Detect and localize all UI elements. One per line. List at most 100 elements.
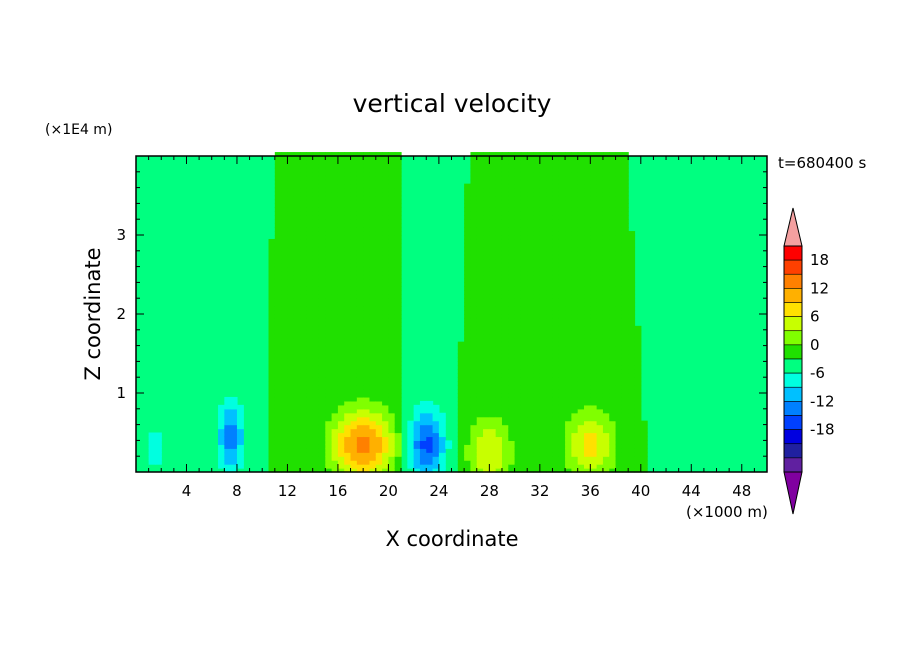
field-cell [363, 199, 371, 204]
field-cell [470, 321, 478, 327]
field-cell [325, 321, 333, 327]
field-cell [514, 238, 522, 244]
field-cell [375, 298, 383, 303]
field-cell [337, 408, 345, 414]
field-cell [281, 175, 289, 181]
field-cell [375, 286, 383, 291]
field-cell [281, 329, 289, 335]
field-cell [483, 238, 490, 244]
field-cell [571, 254, 579, 260]
field-cell [640, 460, 648, 465]
field-cell [337, 381, 345, 386]
field-cell [224, 428, 232, 434]
field-cell [457, 365, 465, 370]
field-cell [312, 159, 320, 165]
field-cell [602, 231, 610, 236]
field-cell [483, 175, 490, 181]
field-cell [325, 227, 333, 232]
field-cell [388, 235, 396, 240]
field-cell [558, 183, 566, 189]
field-cell [274, 349, 282, 355]
colorbar-frame [783, 245, 803, 473]
field-cell [577, 270, 585, 276]
field-cell [590, 404, 598, 410]
field-cell [300, 227, 307, 232]
field-cell [350, 183, 358, 189]
field-cell [565, 460, 572, 465]
field-cell [369, 290, 377, 295]
field-cell [584, 416, 591, 422]
field-cell [470, 385, 478, 390]
field-cell [558, 389, 566, 394]
field-cell [331, 345, 339, 351]
field-cell [413, 460, 421, 465]
field-cell [337, 468, 345, 473]
field-cell [300, 345, 307, 351]
field-cell [432, 464, 440, 469]
colorbar-over-triangle [783, 207, 803, 247]
field-cell [457, 468, 465, 473]
field-cell [621, 389, 629, 394]
field-cell [634, 400, 642, 406]
field-cell [438, 416, 446, 422]
field-cell [331, 156, 339, 161]
field-cell [558, 341, 566, 347]
field-cell [382, 238, 389, 244]
field-cell [571, 262, 579, 268]
field-cell [306, 393, 314, 398]
field-cell [590, 369, 598, 374]
field-cell [337, 337, 345, 343]
field-cell [520, 238, 528, 244]
field-cell [318, 436, 326, 441]
field-cell [382, 215, 389, 220]
field-cell [363, 396, 371, 402]
field-cell [312, 369, 320, 374]
field-cell [344, 460, 352, 465]
field-cell [596, 404, 604, 410]
field-cell [350, 393, 358, 398]
field-cell [628, 314, 636, 319]
field-cell [230, 400, 238, 406]
field-cell [483, 183, 490, 189]
field-cell [154, 456, 162, 461]
field-cell [218, 436, 225, 441]
field-cell [306, 258, 314, 264]
colorbar-swatch [783, 358, 803, 374]
field-cell [577, 294, 585, 299]
field-cell [356, 171, 364, 177]
field-cell [558, 219, 566, 224]
field-cell [495, 179, 503, 185]
field-cell [306, 361, 314, 366]
field-cell [520, 460, 528, 465]
field-cell [293, 448, 301, 453]
field-cell [590, 361, 598, 366]
field-cell [318, 152, 326, 157]
field-cell [565, 436, 572, 441]
field-cell [344, 468, 352, 473]
field-cell [300, 325, 307, 331]
field-cell [337, 404, 345, 410]
field-cell [489, 333, 497, 339]
field-cell [565, 444, 572, 449]
field-cell [382, 246, 389, 252]
field-cell [615, 187, 623, 193]
field-cell [514, 369, 522, 374]
field-cell [590, 436, 598, 441]
field-cell [621, 361, 629, 366]
colorbar-swatch [783, 273, 803, 289]
field-cell [293, 207, 301, 212]
field-cell [520, 345, 528, 351]
field-cell [274, 258, 282, 264]
field-cell [489, 183, 497, 189]
field-cell [609, 270, 617, 276]
field-cell [584, 254, 591, 260]
field-cell [325, 156, 333, 161]
field-cell [584, 156, 591, 161]
field-cell [602, 171, 610, 177]
field-cell [609, 282, 617, 287]
field-cell [539, 163, 547, 169]
field-cell [388, 215, 396, 220]
field-cell [375, 227, 383, 232]
field-cell [495, 412, 503, 418]
field-cell [382, 428, 389, 434]
